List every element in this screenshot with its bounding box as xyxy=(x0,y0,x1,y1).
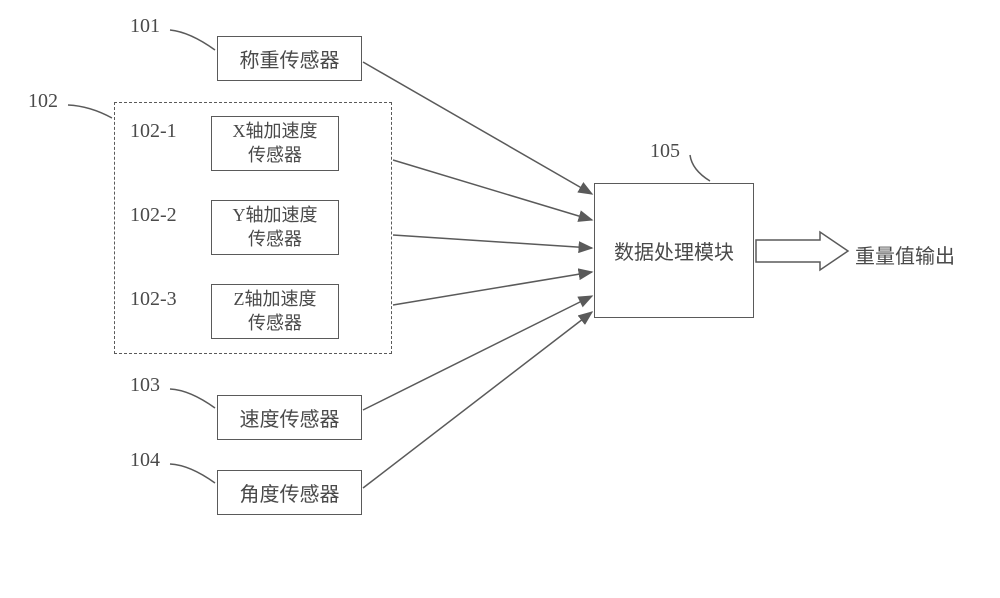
output-label: 重量值输出 xyxy=(855,240,955,269)
leader-105 xyxy=(0,0,1000,598)
ref-105: 105 xyxy=(650,140,680,163)
